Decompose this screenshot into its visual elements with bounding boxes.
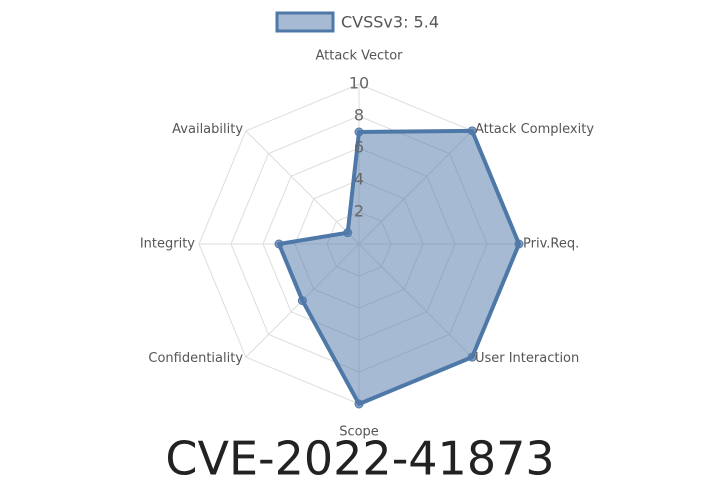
axis-label: Availability <box>172 122 243 137</box>
point <box>354 127 364 137</box>
r-tick-label: 4 <box>354 170 364 189</box>
chart-title: CVE-2022-41873 <box>165 432 554 486</box>
spoke <box>245 130 360 245</box>
point <box>354 399 364 409</box>
axis-label: Integrity <box>140 237 195 252</box>
axis-label: Attack Complexity <box>475 122 594 137</box>
legend-label: CVSSv3: 5.4 <box>341 13 439 32</box>
legend-swatch <box>275 11 335 33</box>
point <box>297 296 307 306</box>
r-tick-label: 6 <box>354 138 364 157</box>
axis-label: Attack Vector <box>315 49 403 64</box>
point <box>343 228 353 238</box>
point <box>467 126 477 136</box>
r-tick-label: 2 <box>354 202 364 221</box>
axis-label: Priv.Req. <box>523 237 579 252</box>
r-tick-label: 8 <box>354 106 364 125</box>
axis-label: Confidentiality <box>148 351 243 366</box>
axis-label: Scope <box>339 425 379 440</box>
axis-label: User Interaction <box>475 351 579 366</box>
point <box>274 239 284 249</box>
point <box>467 352 477 362</box>
point <box>514 239 524 249</box>
r-tick-label: 10 <box>349 74 369 93</box>
